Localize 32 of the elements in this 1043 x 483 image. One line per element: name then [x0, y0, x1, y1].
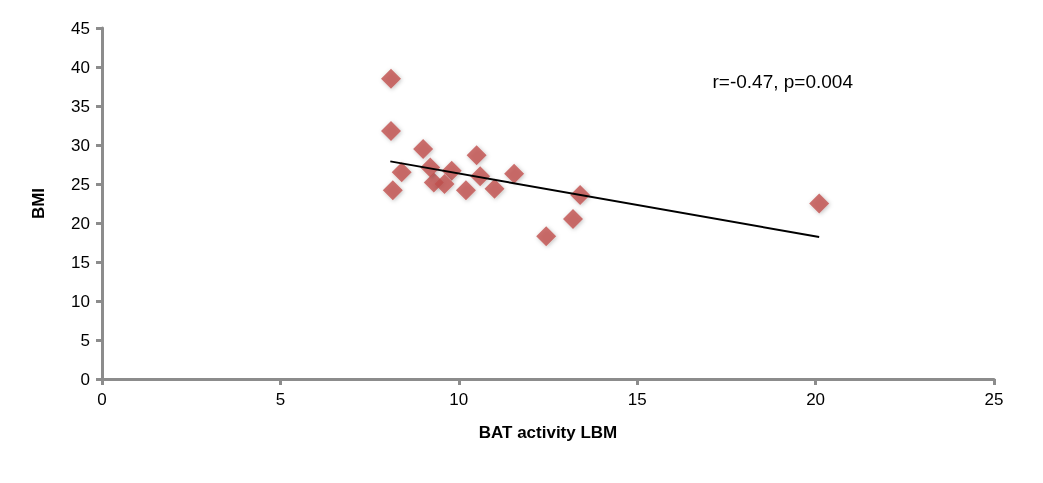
point	[455, 180, 476, 201]
x-tick-label: 0	[97, 390, 107, 409]
point	[434, 174, 455, 194]
point	[504, 163, 525, 184]
x-tick-label: 15	[627, 390, 647, 409]
point	[562, 209, 583, 230]
y-tick-label: 35	[71, 96, 90, 116]
point	[381, 68, 402, 89]
y-tick-label: 0	[80, 369, 90, 389]
x-axis-title: BAT activity LBM	[478, 423, 618, 442]
point	[391, 162, 412, 183]
annotation: r=-0.47, p=0.004	[712, 71, 854, 92]
y-tick-label: 25	[71, 174, 90, 194]
y-tick-label: 45	[71, 18, 90, 38]
point	[466, 145, 487, 166]
point	[381, 120, 402, 141]
point	[809, 193, 830, 214]
x-tick-label: 25	[984, 390, 1004, 409]
point	[536, 226, 557, 247]
point	[382, 180, 403, 201]
y-tick-label: 40	[71, 57, 90, 77]
x-tick-label: 5	[275, 390, 286, 409]
y-tick-label: 15	[71, 252, 90, 272]
y-axis-title: BMI	[29, 187, 48, 220]
y-tick-label: 5	[80, 330, 90, 350]
y-tick-label: 10	[71, 291, 90, 311]
point	[413, 138, 434, 159]
x-tick-label: 10	[449, 390, 469, 409]
y-tick-label: 20	[71, 213, 90, 233]
point	[484, 178, 505, 199]
y-tick-label: 30	[71, 135, 90, 155]
x-tick-label: 20	[806, 390, 826, 409]
